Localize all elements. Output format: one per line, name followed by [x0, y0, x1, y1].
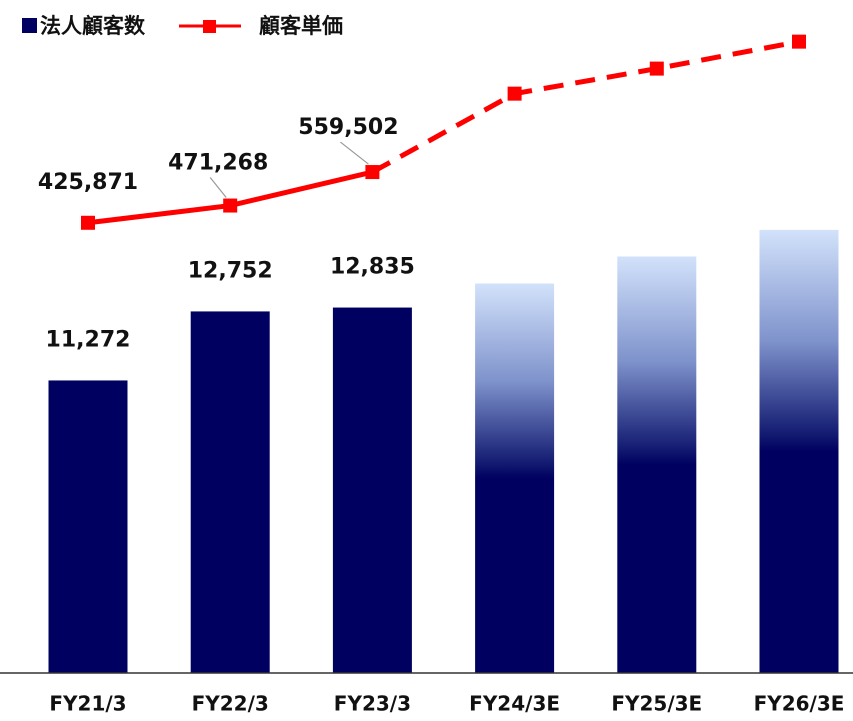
legend-label: 顧客単価	[259, 14, 343, 38]
line-marker	[365, 165, 380, 180]
bar-value-label: 12,752	[188, 258, 273, 283]
legend-swatch-marker	[203, 20, 216, 33]
line-marker	[223, 198, 238, 213]
bar	[48, 380, 128, 673]
bar	[475, 283, 555, 673]
x-tick-label: FY22/3	[192, 692, 269, 716]
line-value-label: 559,502	[298, 115, 398, 140]
leader-line	[340, 141, 369, 165]
legend-label: 法人顧客数	[40, 14, 146, 38]
bar	[617, 256, 697, 673]
line-marker	[507, 86, 522, 101]
x-tick-label: FY24/3E	[469, 692, 560, 716]
bar-value-label: 11,272	[46, 327, 131, 352]
line-estimate	[371, 39, 800, 175]
line-marker	[792, 34, 806, 49]
bar	[332, 307, 412, 673]
line-marker	[649, 61, 664, 76]
x-tick-label: FY21/3	[49, 692, 126, 716]
bar-value-label: 12,835	[330, 255, 415, 280]
bar	[190, 311, 270, 673]
legend-swatch	[22, 18, 37, 33]
line-marker	[81, 215, 95, 230]
x-tick-label: FY25/3E	[611, 692, 702, 716]
x-tick-label: FY23/3	[334, 692, 411, 716]
line-value-label: 425,871	[38, 170, 138, 195]
x-tick-label: FY26/3E	[754, 692, 845, 716]
bar	[759, 229, 839, 673]
line-value-label: 471,268	[168, 151, 268, 176]
leader-line	[209, 177, 227, 198]
